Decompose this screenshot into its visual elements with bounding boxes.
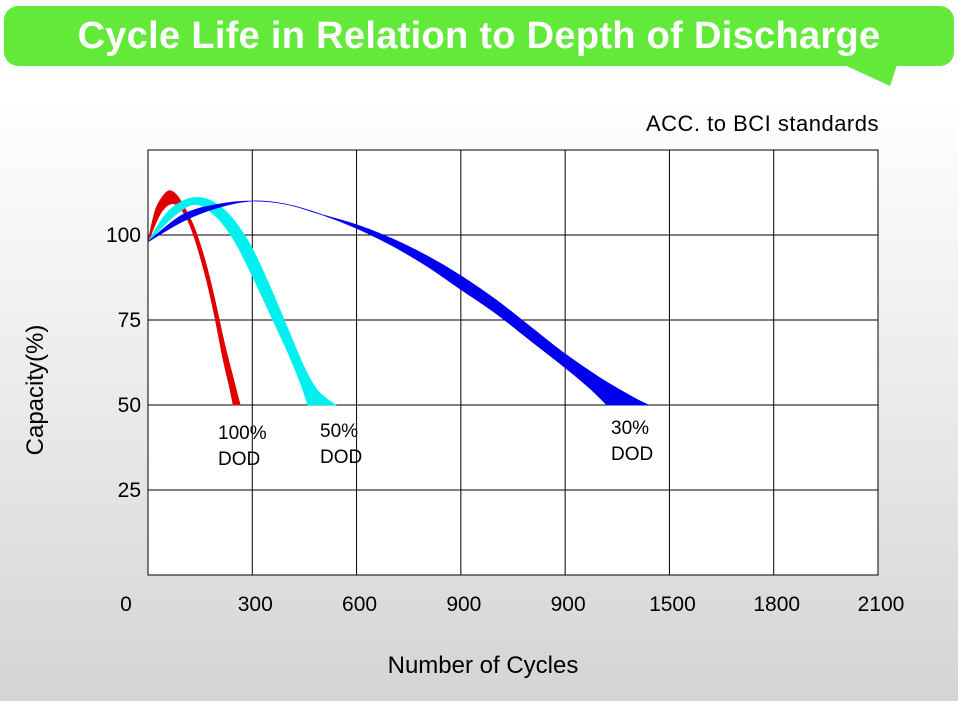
- plot-area: [148, 150, 878, 575]
- y-axis-label: Capacity(%): [22, 325, 49, 456]
- dod-band-2: [147, 200, 649, 406]
- dod-band-0: [147, 190, 241, 406]
- x-tick-label: 1800: [753, 593, 800, 616]
- x-tick-label: 900: [446, 593, 481, 616]
- x-tick-label: 900: [551, 593, 586, 616]
- plot-frame: [147, 149, 879, 576]
- x-tick-label: 2100: [858, 593, 905, 616]
- data-bands: [147, 190, 649, 406]
- series-label: DOD: [218, 449, 260, 470]
- x-axis-ticks: 0 300 600 900 900 1500 1800 2100: [120, 593, 904, 616]
- y-tick-label: 75: [118, 309, 141, 332]
- standards-note: ACC. to BCI standards: [646, 111, 879, 136]
- banner-title: Cycle Life in Relation to Depth of Disch…: [77, 15, 881, 57]
- x-tick-label: 0: [120, 593, 132, 616]
- y-tick-label: 25: [118, 479, 141, 502]
- series-label: DOD: [320, 447, 362, 468]
- series-label: DOD: [611, 444, 653, 465]
- banner-background: [4, 6, 954, 66]
- x-tick-label: 1500: [649, 593, 696, 616]
- y-axis-ticks: 25 50 75 100: [106, 224, 141, 502]
- y-tick-label: 50: [118, 394, 141, 417]
- banner-speech-tail: [838, 62, 898, 86]
- grid: [148, 150, 878, 575]
- x-tick-label: 600: [342, 593, 377, 616]
- x-axis-label: Number of Cycles: [388, 652, 579, 679]
- title-banner: Cycle Life in Relation to Depth of Disch…: [0, 0, 958, 90]
- series-label: 100%: [218, 423, 267, 444]
- series-label: 30%: [611, 418, 649, 439]
- y-tick-label: 100: [106, 224, 141, 247]
- series-label: 50%: [320, 421, 358, 442]
- dod-band-1: [147, 197, 337, 406]
- x-tick-label: 300: [238, 593, 273, 616]
- series-labels: 100% DOD 50% DOD 30% DOD: [218, 418, 653, 470]
